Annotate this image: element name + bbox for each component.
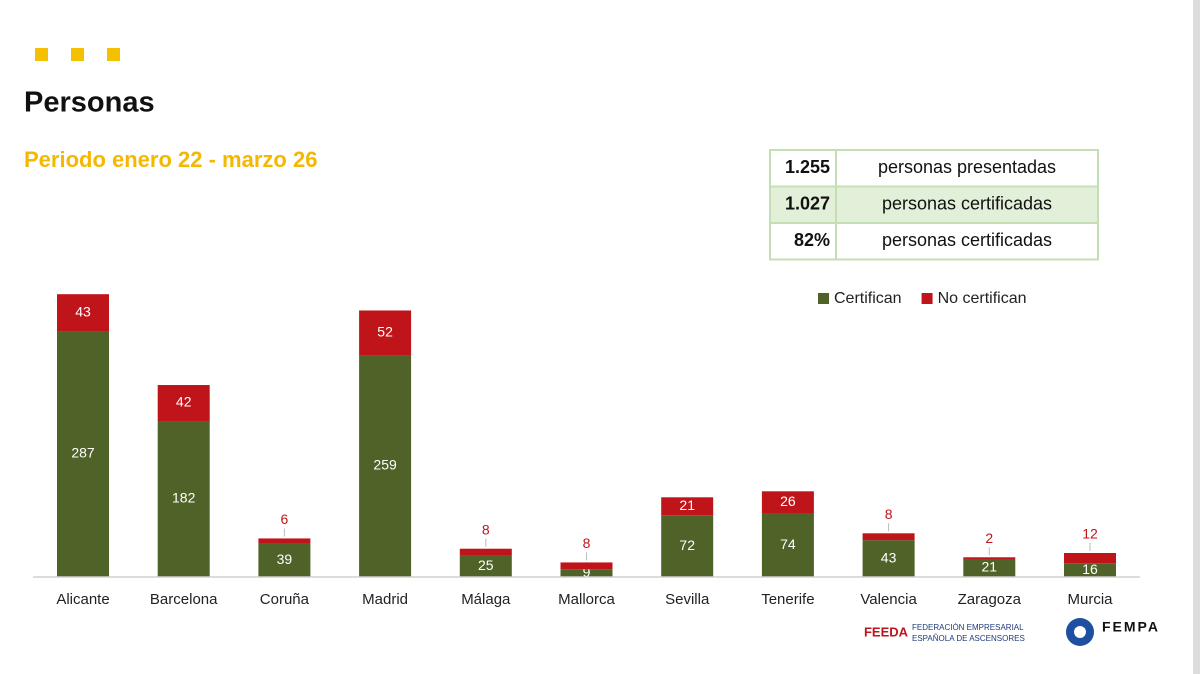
data-label: 43 (75, 303, 91, 319)
data-label: 12 (1082, 526, 1098, 542)
table-text: personas presentadas (878, 157, 1056, 177)
logo-text: FEMPA (1102, 619, 1160, 635)
table-cell (769, 222, 837, 261)
logo-text: ESPAÑOLA DE ASCENSORES (912, 634, 1025, 643)
bar-segment (1064, 553, 1116, 564)
bar-segment (963, 559, 1016, 577)
x-tick-label: Barcelona (150, 591, 218, 608)
bar-segment (661, 515, 714, 577)
x-tick-label: Málaga (461, 591, 511, 608)
x-tick-label: Murcia (1067, 591, 1113, 608)
bar-segment (359, 355, 412, 577)
legend-swatch (818, 293, 829, 304)
bar-segment (761, 513, 814, 577)
table-number: 82% (794, 230, 830, 250)
bar-segment (560, 569, 613, 577)
x-tick-label: Madrid (362, 591, 408, 608)
bar-segment (560, 562, 613, 570)
data-label: 72 (679, 537, 695, 553)
data-label: 8 (482, 521, 490, 537)
data-label: 259 (373, 457, 397, 473)
x-tick-label: Valencia (860, 591, 917, 608)
data-label: 26 (780, 493, 796, 509)
bar-segment (862, 533, 915, 541)
data-label: 8 (885, 506, 893, 522)
data-label: 25 (478, 557, 494, 573)
bar-segment (157, 385, 210, 422)
x-tick-label: Sevilla (665, 591, 710, 608)
table-text: personas certificadas (882, 230, 1052, 250)
title: Personas (24, 87, 155, 119)
data-label: 21 (982, 559, 998, 575)
bar-segment (57, 294, 109, 332)
data-label: 52 (377, 323, 393, 339)
data-label: 287 (71, 445, 95, 461)
table-cell (835, 185, 1099, 224)
bar-segment (862, 540, 915, 577)
data-label: 43 (881, 549, 897, 565)
bar-segment (459, 548, 512, 556)
bar-segment (459, 555, 512, 577)
table-text: personas certificadas (882, 194, 1052, 214)
data-label: 21 (679, 497, 695, 513)
data-label: 16 (1082, 561, 1098, 577)
x-tick-label: Zaragoza (958, 591, 1022, 608)
subtitle: Periodo enero 22 - marzo 26 (24, 147, 317, 172)
legend-swatch (921, 293, 933, 304)
logo-text: FEDERACIÓN EMPRESARIAL (912, 623, 1024, 632)
table-cell (835, 149, 1099, 188)
data-label: 9 (583, 564, 591, 580)
data-label: 74 (780, 536, 796, 552)
bar-segment (661, 497, 714, 516)
bar-segment (761, 491, 814, 514)
data-label: 182 (172, 490, 196, 506)
x-tick-label: Mallorca (558, 591, 615, 608)
bar-segment (258, 543, 311, 577)
data-label: 39 (277, 551, 293, 567)
x-tick-label: Tenerife (761, 591, 814, 608)
table-cell (835, 222, 1099, 261)
bar-segment (1064, 563, 1116, 577)
bar-segment (57, 331, 109, 577)
legend-label: No certifican (938, 290, 1027, 307)
deco-square (35, 48, 48, 61)
data-label: 42 (176, 394, 192, 410)
data-label: 8 (583, 535, 591, 551)
logo-feeda: FEEDA FEDERACIÓN EMPRESARIAL ESPAÑOLA DE… (864, 623, 1025, 643)
deco-square (107, 48, 120, 61)
table-number: 1.255 (785, 157, 830, 177)
bar-segment (157, 421, 210, 577)
edge (1193, 0, 1200, 674)
table-number: 1.027 (785, 194, 830, 214)
x-tick-label: Alicante (56, 591, 109, 608)
data-label: 6 (281, 511, 289, 527)
logo-gear-hole (1074, 626, 1086, 638)
bar-segment (359, 310, 412, 356)
logo-fempa: FEMPA (1066, 618, 1160, 646)
bar-segment (258, 538, 311, 544)
logo-text: FEEDA (864, 624, 909, 639)
legend-label: Certifican (834, 290, 902, 307)
deco-square (71, 48, 84, 61)
data-label: 2 (985, 530, 993, 546)
x-tick-label: Coruña (260, 591, 310, 608)
bar-segment (963, 557, 1016, 560)
